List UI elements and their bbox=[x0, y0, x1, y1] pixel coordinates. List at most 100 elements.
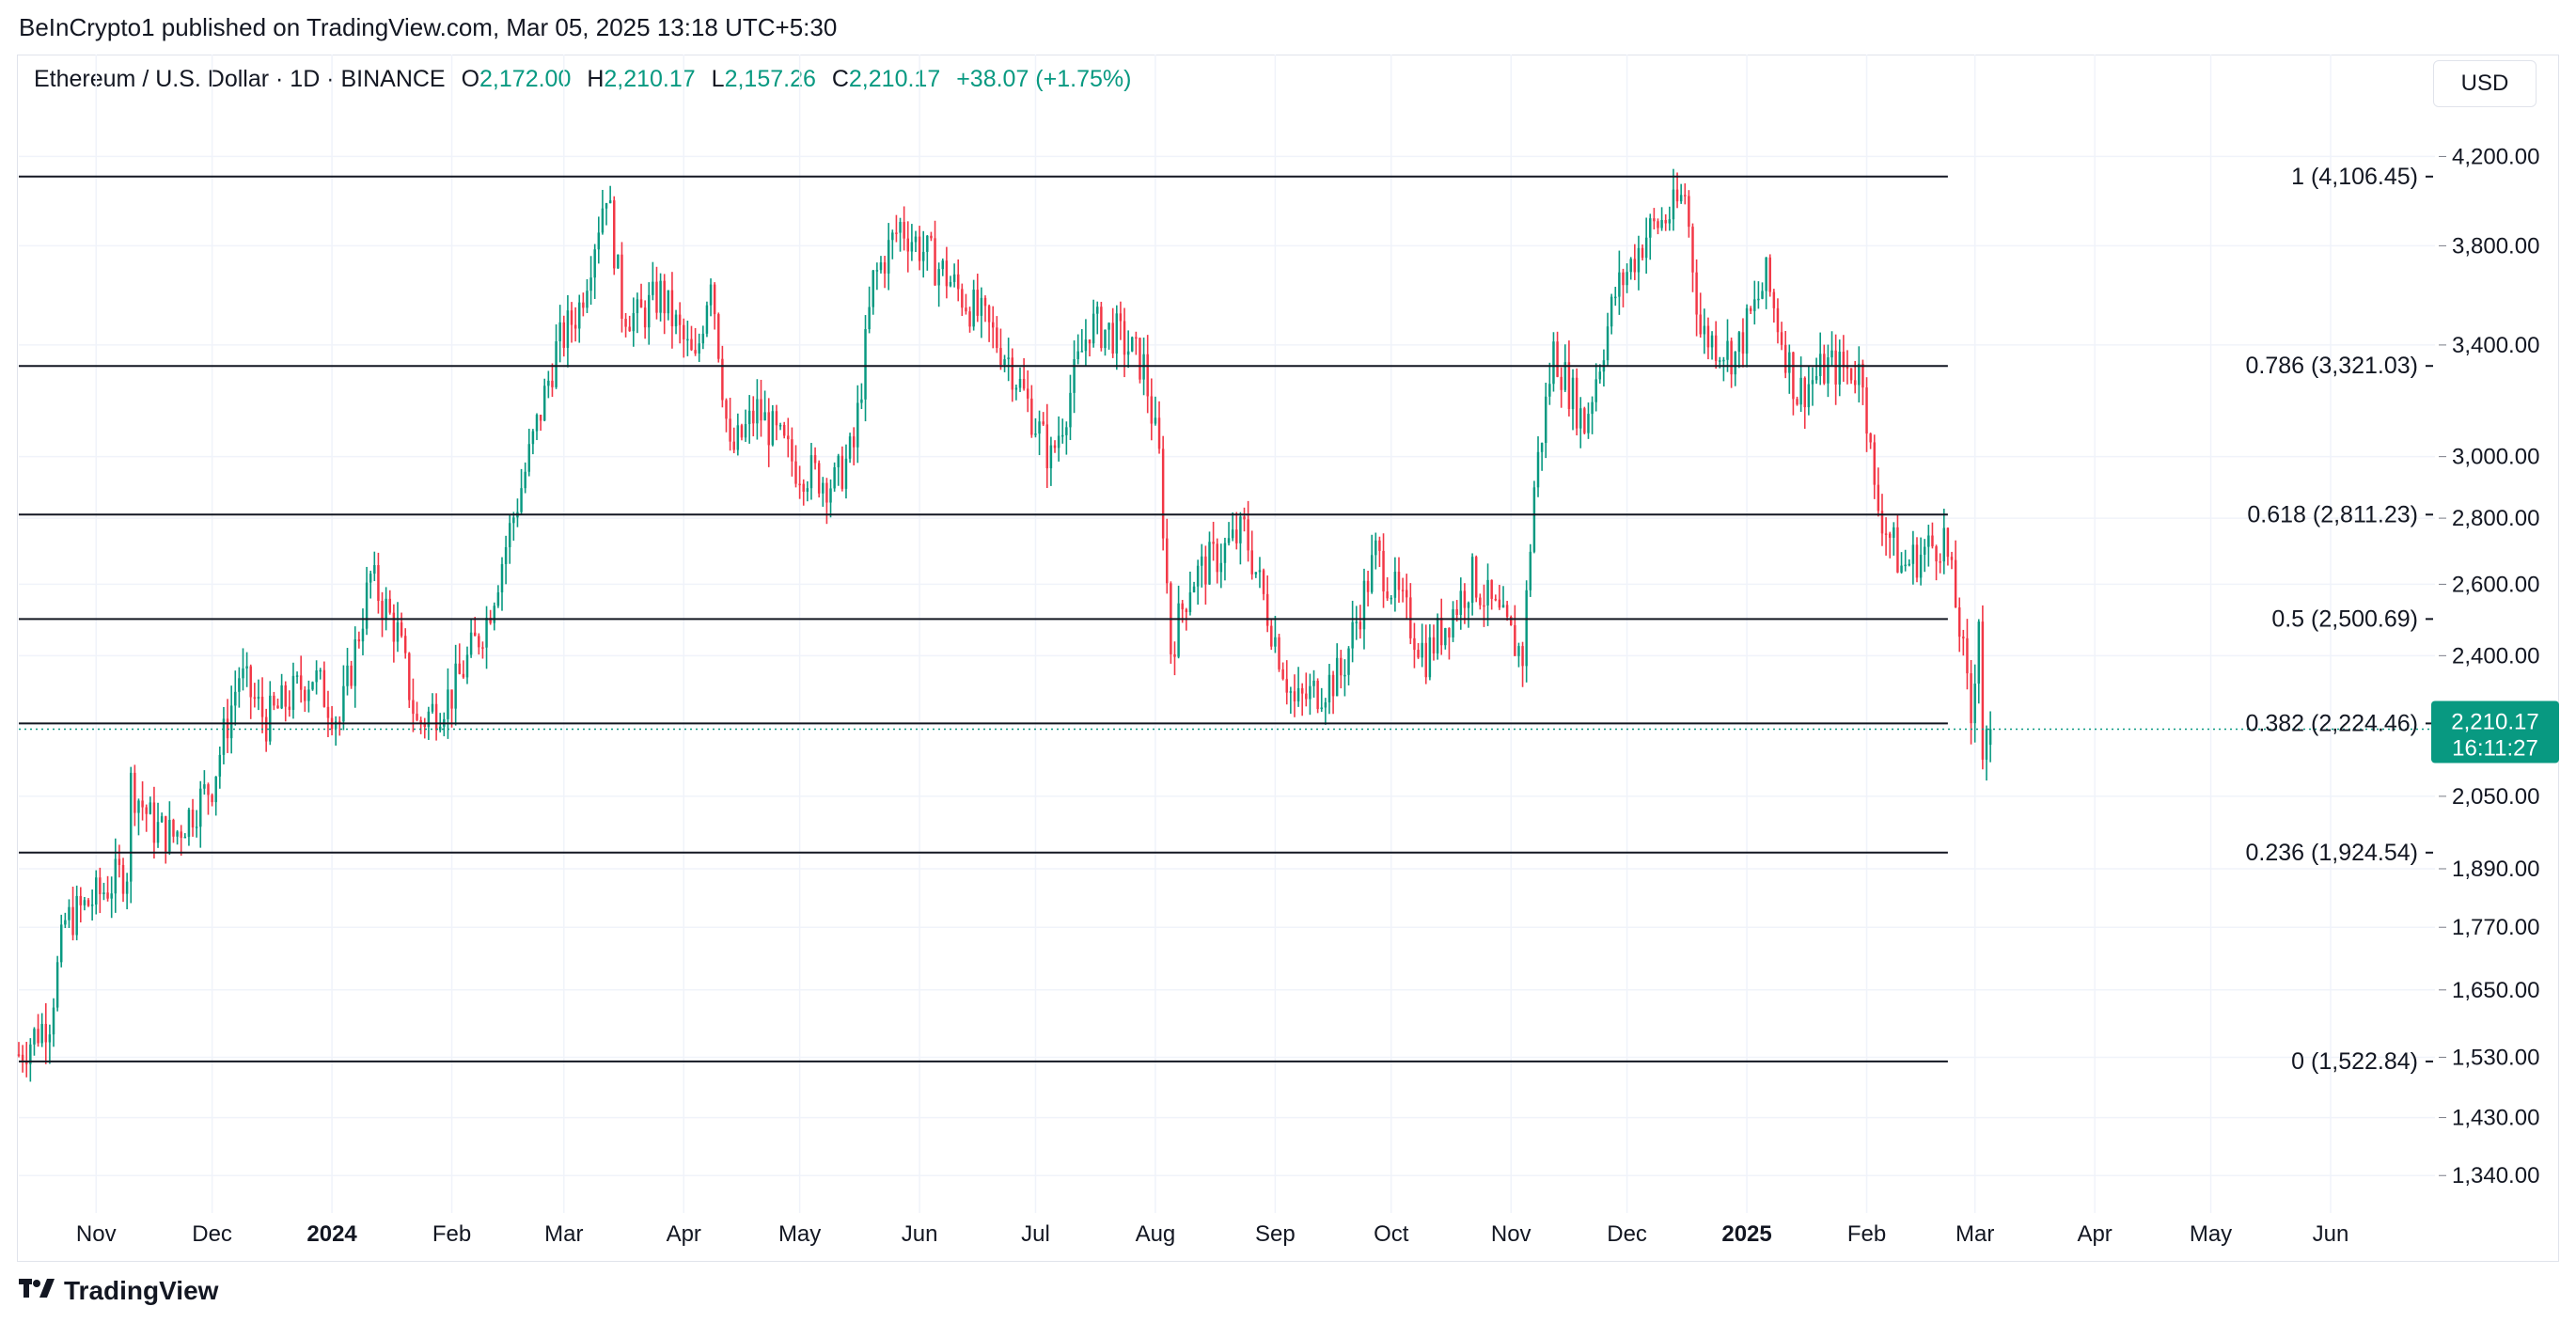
candle-body bbox=[1846, 367, 1849, 369]
candle-body bbox=[639, 299, 643, 308]
candle-body bbox=[1575, 377, 1579, 429]
candle-body bbox=[1250, 550, 1253, 574]
candle-body bbox=[856, 402, 859, 448]
y-axis-tick-label: 3,000.00 bbox=[2452, 445, 2539, 470]
candle-body bbox=[775, 411, 778, 426]
candle-body bbox=[1741, 332, 1745, 354]
candle-body bbox=[473, 632, 477, 637]
candle-body bbox=[1509, 617, 1513, 625]
candle-body bbox=[1675, 189, 1679, 202]
candle-body bbox=[1737, 332, 1741, 353]
candle-body bbox=[438, 726, 442, 731]
candle-body bbox=[357, 639, 361, 642]
candle-body bbox=[1803, 377, 1806, 408]
candle-body bbox=[207, 784, 210, 795]
candle-body bbox=[555, 341, 558, 387]
candle-body bbox=[222, 718, 226, 755]
candle-body bbox=[1007, 357, 1010, 360]
candle-body bbox=[744, 424, 747, 438]
candle-body bbox=[125, 881, 129, 894]
candle-body bbox=[1254, 572, 1258, 574]
candle-body bbox=[187, 810, 191, 837]
candle-body bbox=[1594, 379, 1597, 402]
candle-body bbox=[1703, 325, 1706, 335]
x-axis-tick-label: Nov bbox=[76, 1221, 117, 1247]
x-axis-tick-label: Jul bbox=[1021, 1221, 1050, 1247]
candle-body bbox=[1386, 590, 1389, 599]
candle-body bbox=[64, 920, 67, 925]
candle-body bbox=[245, 666, 248, 669]
candle-body bbox=[999, 348, 1002, 366]
candle-body bbox=[361, 628, 365, 642]
candle-body bbox=[636, 299, 639, 314]
candle-body bbox=[1045, 424, 1049, 469]
candle-body bbox=[551, 380, 554, 387]
candle-body bbox=[527, 444, 531, 472]
candle-body bbox=[1710, 335, 1714, 348]
candle-body bbox=[1432, 637, 1436, 653]
candle-body bbox=[1239, 516, 1242, 543]
candle-body bbox=[655, 281, 658, 313]
candle-body bbox=[1316, 681, 1319, 710]
candle-body bbox=[694, 350, 697, 354]
candle-body bbox=[1571, 377, 1575, 410]
candle-body bbox=[1691, 227, 1694, 273]
candle-body bbox=[311, 682, 314, 690]
candle-body bbox=[1757, 298, 1760, 301]
candle-body bbox=[1946, 527, 1950, 558]
candle-body bbox=[763, 412, 766, 421]
candle-body bbox=[965, 307, 967, 312]
candle-body bbox=[1030, 398, 1033, 435]
currency-unit-button[interactable]: USD bbox=[2433, 60, 2537, 107]
candle-body bbox=[1439, 618, 1443, 646]
candle-body bbox=[1107, 323, 1110, 330]
candle-body bbox=[1111, 323, 1114, 354]
candle-body bbox=[1788, 352, 1791, 373]
tradingview-logo-icon bbox=[19, 1275, 56, 1307]
candle-body bbox=[1026, 388, 1029, 399]
candle-body bbox=[1331, 674, 1335, 697]
candle-body bbox=[130, 772, 133, 882]
symbol-name[interactable]: Ethereum / U.S. Dollar · 1D · BINANCE bbox=[34, 66, 446, 92]
candle-body bbox=[879, 262, 883, 271]
candle-body bbox=[1749, 307, 1752, 311]
candle-body bbox=[617, 254, 620, 269]
candle-body bbox=[937, 269, 940, 286]
candle-body bbox=[1281, 669, 1284, 680]
candle-body bbox=[864, 329, 867, 400]
candle-body bbox=[17, 1054, 21, 1056]
candle-body bbox=[40, 1023, 43, 1044]
candle-body bbox=[1293, 691, 1296, 701]
candle-body bbox=[1204, 556, 1207, 585]
candle-body bbox=[1966, 637, 1969, 674]
tradingview-brand[interactable]: TradingView bbox=[19, 1275, 218, 1307]
candle-body bbox=[1483, 605, 1485, 607]
candle-body bbox=[840, 455, 844, 489]
candle-body bbox=[1719, 360, 1721, 362]
candle-body bbox=[558, 322, 561, 342]
candle-body bbox=[365, 582, 369, 629]
candle-body bbox=[1768, 257, 1771, 292]
candle-body bbox=[597, 232, 601, 250]
candle-body bbox=[829, 488, 832, 503]
candle-body bbox=[1939, 561, 1941, 563]
candle-body bbox=[1405, 590, 1408, 598]
candle-body bbox=[1649, 218, 1652, 238]
candle-body bbox=[1011, 357, 1014, 390]
candle-body bbox=[1312, 681, 1315, 686]
candle-body bbox=[419, 719, 422, 724]
candle-body bbox=[24, 1061, 28, 1064]
candle-body bbox=[690, 338, 693, 351]
candle-body bbox=[1587, 414, 1590, 433]
candle-body bbox=[782, 424, 786, 436]
candle-body bbox=[956, 274, 960, 290]
candle-body bbox=[238, 678, 241, 692]
candle-body bbox=[1022, 378, 1026, 389]
candle-body bbox=[1664, 219, 1667, 224]
candle-body bbox=[1231, 529, 1234, 539]
candle-body bbox=[1390, 597, 1392, 600]
candle-body bbox=[396, 622, 400, 642]
candle-body bbox=[1498, 599, 1501, 608]
candle-body bbox=[643, 307, 647, 328]
